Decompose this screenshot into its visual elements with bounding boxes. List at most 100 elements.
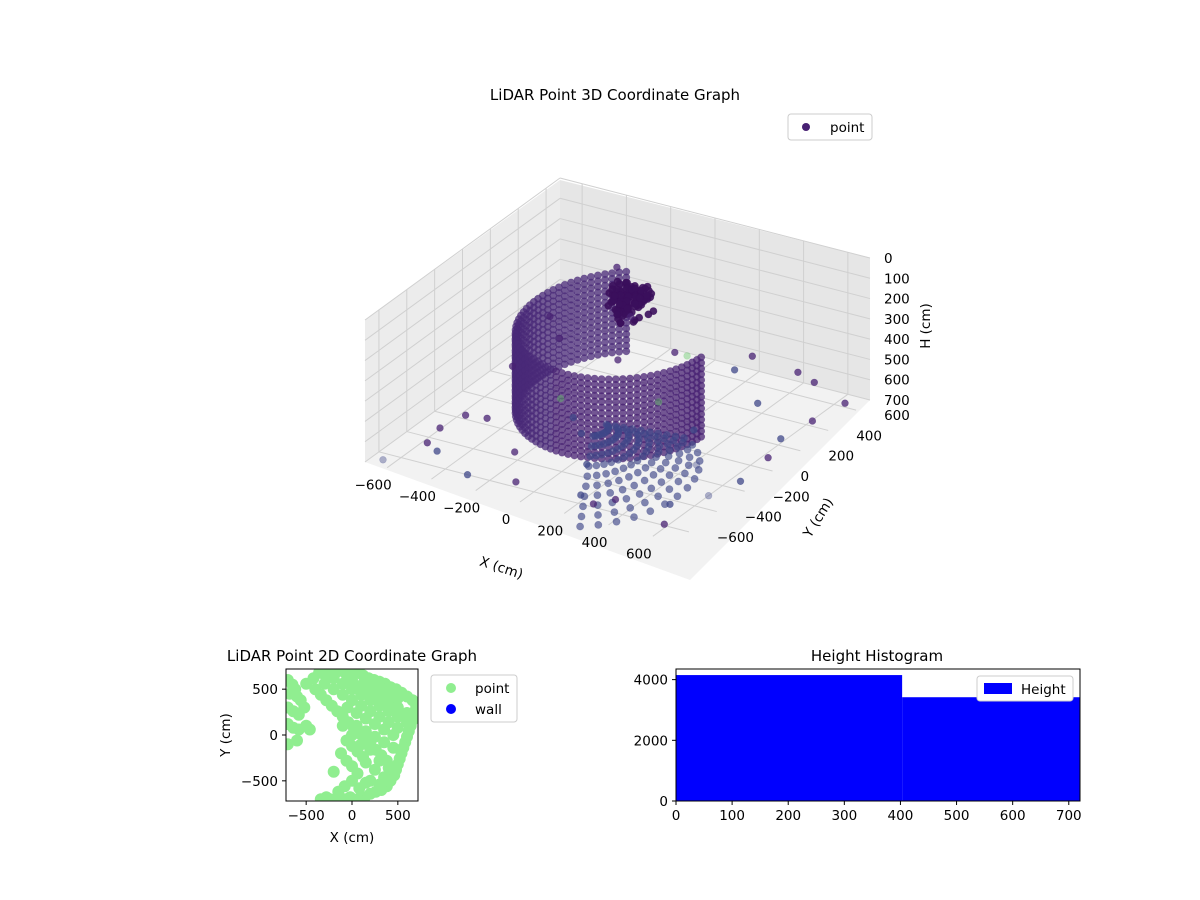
y-tick-3d: 400 (856, 428, 882, 444)
legend-2d-marker-wall (446, 704, 456, 714)
point-2d (298, 701, 311, 714)
point-3d (594, 350, 602, 359)
point-3d (569, 413, 577, 422)
point-3d (841, 399, 849, 407)
x-tick-histogram: 600 (1000, 808, 1026, 824)
z-axis-3d-label: H (cm) (918, 303, 934, 349)
point-3d (646, 507, 655, 516)
point-3d (654, 398, 663, 406)
x-tick-3d: 600 (626, 546, 652, 562)
grid-wall-z (559, 197, 871, 279)
point-3d (630, 513, 638, 521)
point-3d (619, 464, 628, 473)
point-3d (592, 471, 601, 480)
point-3d (630, 481, 639, 490)
x-tick-histogram: 200 (775, 808, 801, 824)
point-2d (364, 694, 377, 707)
point-3d (695, 457, 704, 465)
x-tick-2d: −500 (288, 808, 325, 824)
x-tick-3d: −200 (443, 501, 480, 517)
point-3d (810, 378, 818, 387)
point-3d (508, 362, 517, 370)
plot-2d-title: LiDAR Point 2D Coordinate Graph (227, 647, 477, 665)
point-2d (373, 681, 386, 694)
point-3d (753, 399, 762, 407)
point-2d (368, 718, 381, 730)
point-2d (327, 672, 340, 685)
point-3d (647, 458, 656, 467)
point-3d (644, 310, 653, 319)
grid-wall-z-left (364, 177, 561, 321)
point-3d (615, 299, 624, 308)
x-tick-histogram: 500 (944, 808, 970, 824)
y-tick-3d: 600 (884, 408, 910, 424)
point-3d (640, 476, 649, 485)
point-3d (626, 313, 635, 321)
point-3d (641, 463, 650, 472)
x-tick-3d: 400 (582, 535, 608, 551)
point-3d (612, 517, 621, 526)
point-3d (637, 426, 645, 435)
x-tick-histogram: 0 (672, 808, 681, 824)
point-3d (608, 285, 616, 294)
point-3d (661, 458, 670, 467)
point-2d (373, 778, 386, 791)
histogram-frame (675, 668, 1081, 802)
point-3d (688, 440, 697, 449)
point-3d (635, 293, 644, 302)
point-3d (635, 313, 644, 322)
plot-2d: LiDAR Point 2D Coordinate Graph −500 0 500… (218, 647, 518, 846)
point-3d (627, 460, 635, 469)
point-3d (423, 439, 431, 447)
y-tick-3d: −400 (745, 510, 782, 526)
point-3d (379, 456, 387, 464)
point-3d (613, 310, 621, 319)
point-cloud-3d (379, 263, 849, 531)
point-2d (332, 785, 345, 798)
point-2d (373, 754, 386, 767)
point-3d (564, 450, 572, 458)
grid-wall-z-left (364, 238, 561, 382)
z-tick-3d: 600 (884, 373, 910, 389)
legend-histogram-swatch (984, 683, 1012, 694)
point-3d (642, 291, 651, 300)
point-3d (675, 449, 684, 458)
point-3d (611, 422, 619, 430)
x-tick-histogram: 300 (831, 808, 857, 824)
point-2d (350, 719, 363, 732)
point-2d (368, 730, 381, 743)
point-3d (748, 352, 756, 360)
point-2d (364, 675, 377, 688)
point-3d (808, 417, 817, 425)
point-3d (662, 431, 671, 439)
grid-wall-z (559, 177, 871, 259)
point-3d (663, 439, 672, 448)
point-3d (583, 472, 592, 481)
point-3d (610, 291, 619, 300)
point-3d (615, 476, 623, 485)
point-3d (619, 423, 628, 432)
point-2d (336, 688, 349, 701)
z-tick-3d: 100 (884, 271, 910, 287)
point-2d (314, 793, 327, 801)
point-3d (592, 461, 601, 470)
x-tick-histogram: 700 (1056, 808, 1082, 824)
point-3d (594, 521, 603, 529)
legend-2d: point wall (430, 674, 518, 723)
point-3d (794, 368, 802, 376)
point-3d (693, 448, 702, 457)
point-2d (378, 723, 391, 736)
x-tick-histogram: 400 (888, 808, 914, 824)
grid-floor-y (406, 431, 717, 513)
plot-3d-title: LiDAR Point 3D Coordinate Graph (490, 86, 740, 104)
point-3d (671, 348, 679, 357)
point-3d (583, 460, 591, 468)
point-3d (587, 352, 595, 361)
point-3d (570, 451, 579, 460)
y-tick-3d: 200 (828, 449, 854, 465)
point-3d (594, 511, 602, 519)
point-3d (777, 435, 785, 443)
point-3d (608, 348, 616, 357)
point-3d (628, 425, 637, 433)
